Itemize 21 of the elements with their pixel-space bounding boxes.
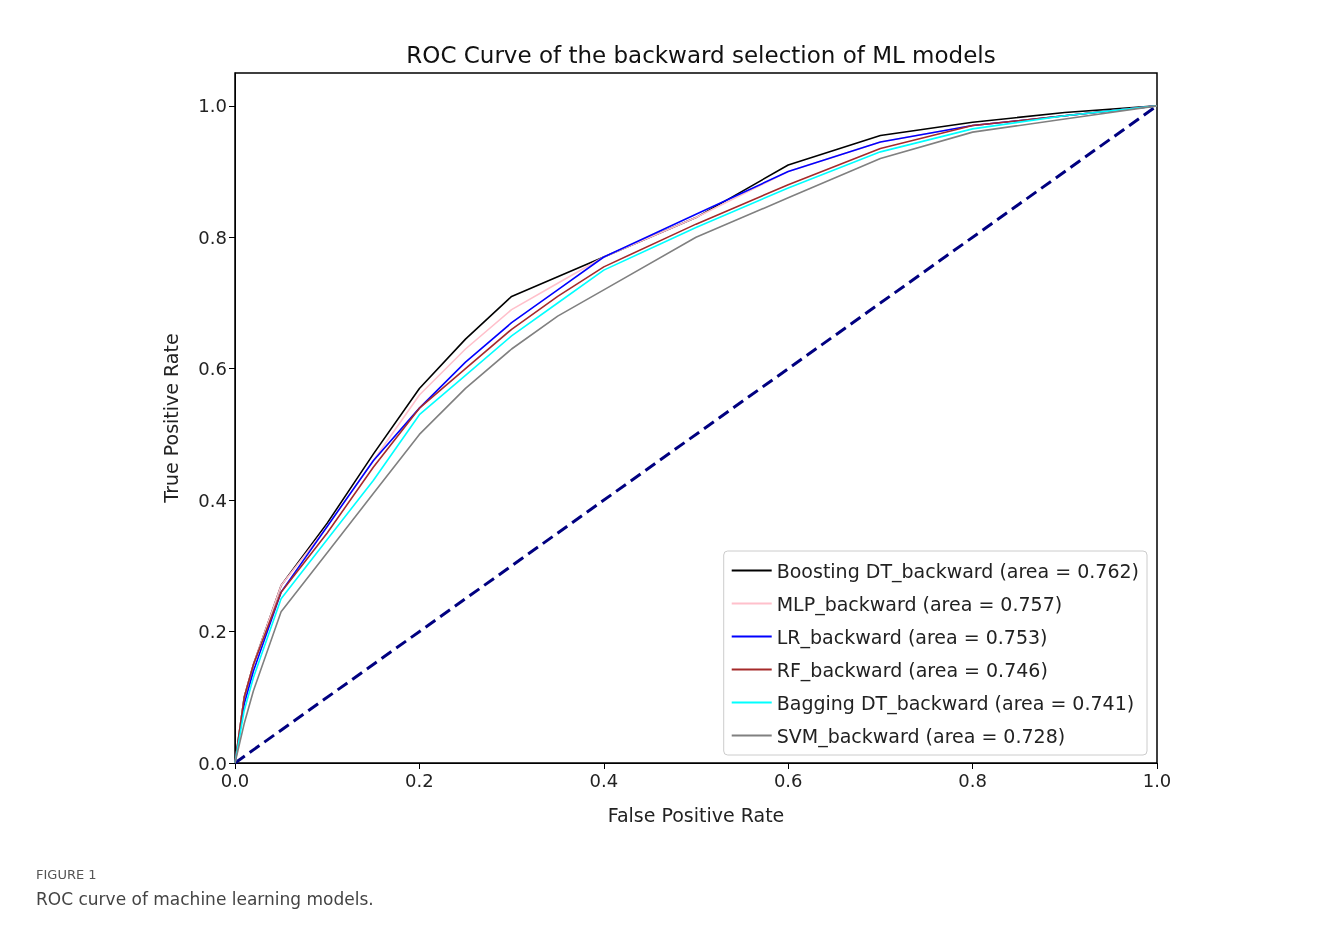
legend-label: LR_backward (area = 0.753): [776, 625, 1048, 649]
x-tick-label: 0.2: [405, 769, 434, 791]
x-tick-label: 1.0: [1142, 769, 1172, 791]
y-axis-title: True Positive Rate: [159, 333, 182, 504]
y-tick-label: 0.2: [198, 621, 227, 643]
y-tick-label: 0.4: [198, 489, 227, 511]
y-tick-label: 0.6: [198, 358, 227, 380]
x-tick-label: 0.6: [773, 769, 803, 791]
x-tick-label: 0.8: [958, 769, 987, 791]
text: ROC curve of machine learning models.: [36, 888, 374, 909]
legend-label: MLP_backward (area = 0.757): [776, 592, 1063, 616]
legend-label: RF_backward (area = 0.746): [776, 658, 1048, 682]
legend-label: Boosting DT_backward (area = 0.762): [776, 559, 1140, 583]
x-tick-label: 0.4: [589, 769, 619, 791]
y-tick-label: 1.0: [198, 95, 227, 117]
legend-label: Bagging DT_backward (area = 0.741): [776, 691, 1135, 715]
x-axis-title: False Positive Rate: [607, 803, 785, 826]
chart-title: ROC Curve of the backward selection of ML models: [406, 41, 996, 68]
y-tick-label: 0.8: [198, 226, 227, 248]
caption: FIGURE 1: [36, 867, 97, 882]
legend-label: SVM_backward (area = 0.728): [776, 724, 1066, 748]
